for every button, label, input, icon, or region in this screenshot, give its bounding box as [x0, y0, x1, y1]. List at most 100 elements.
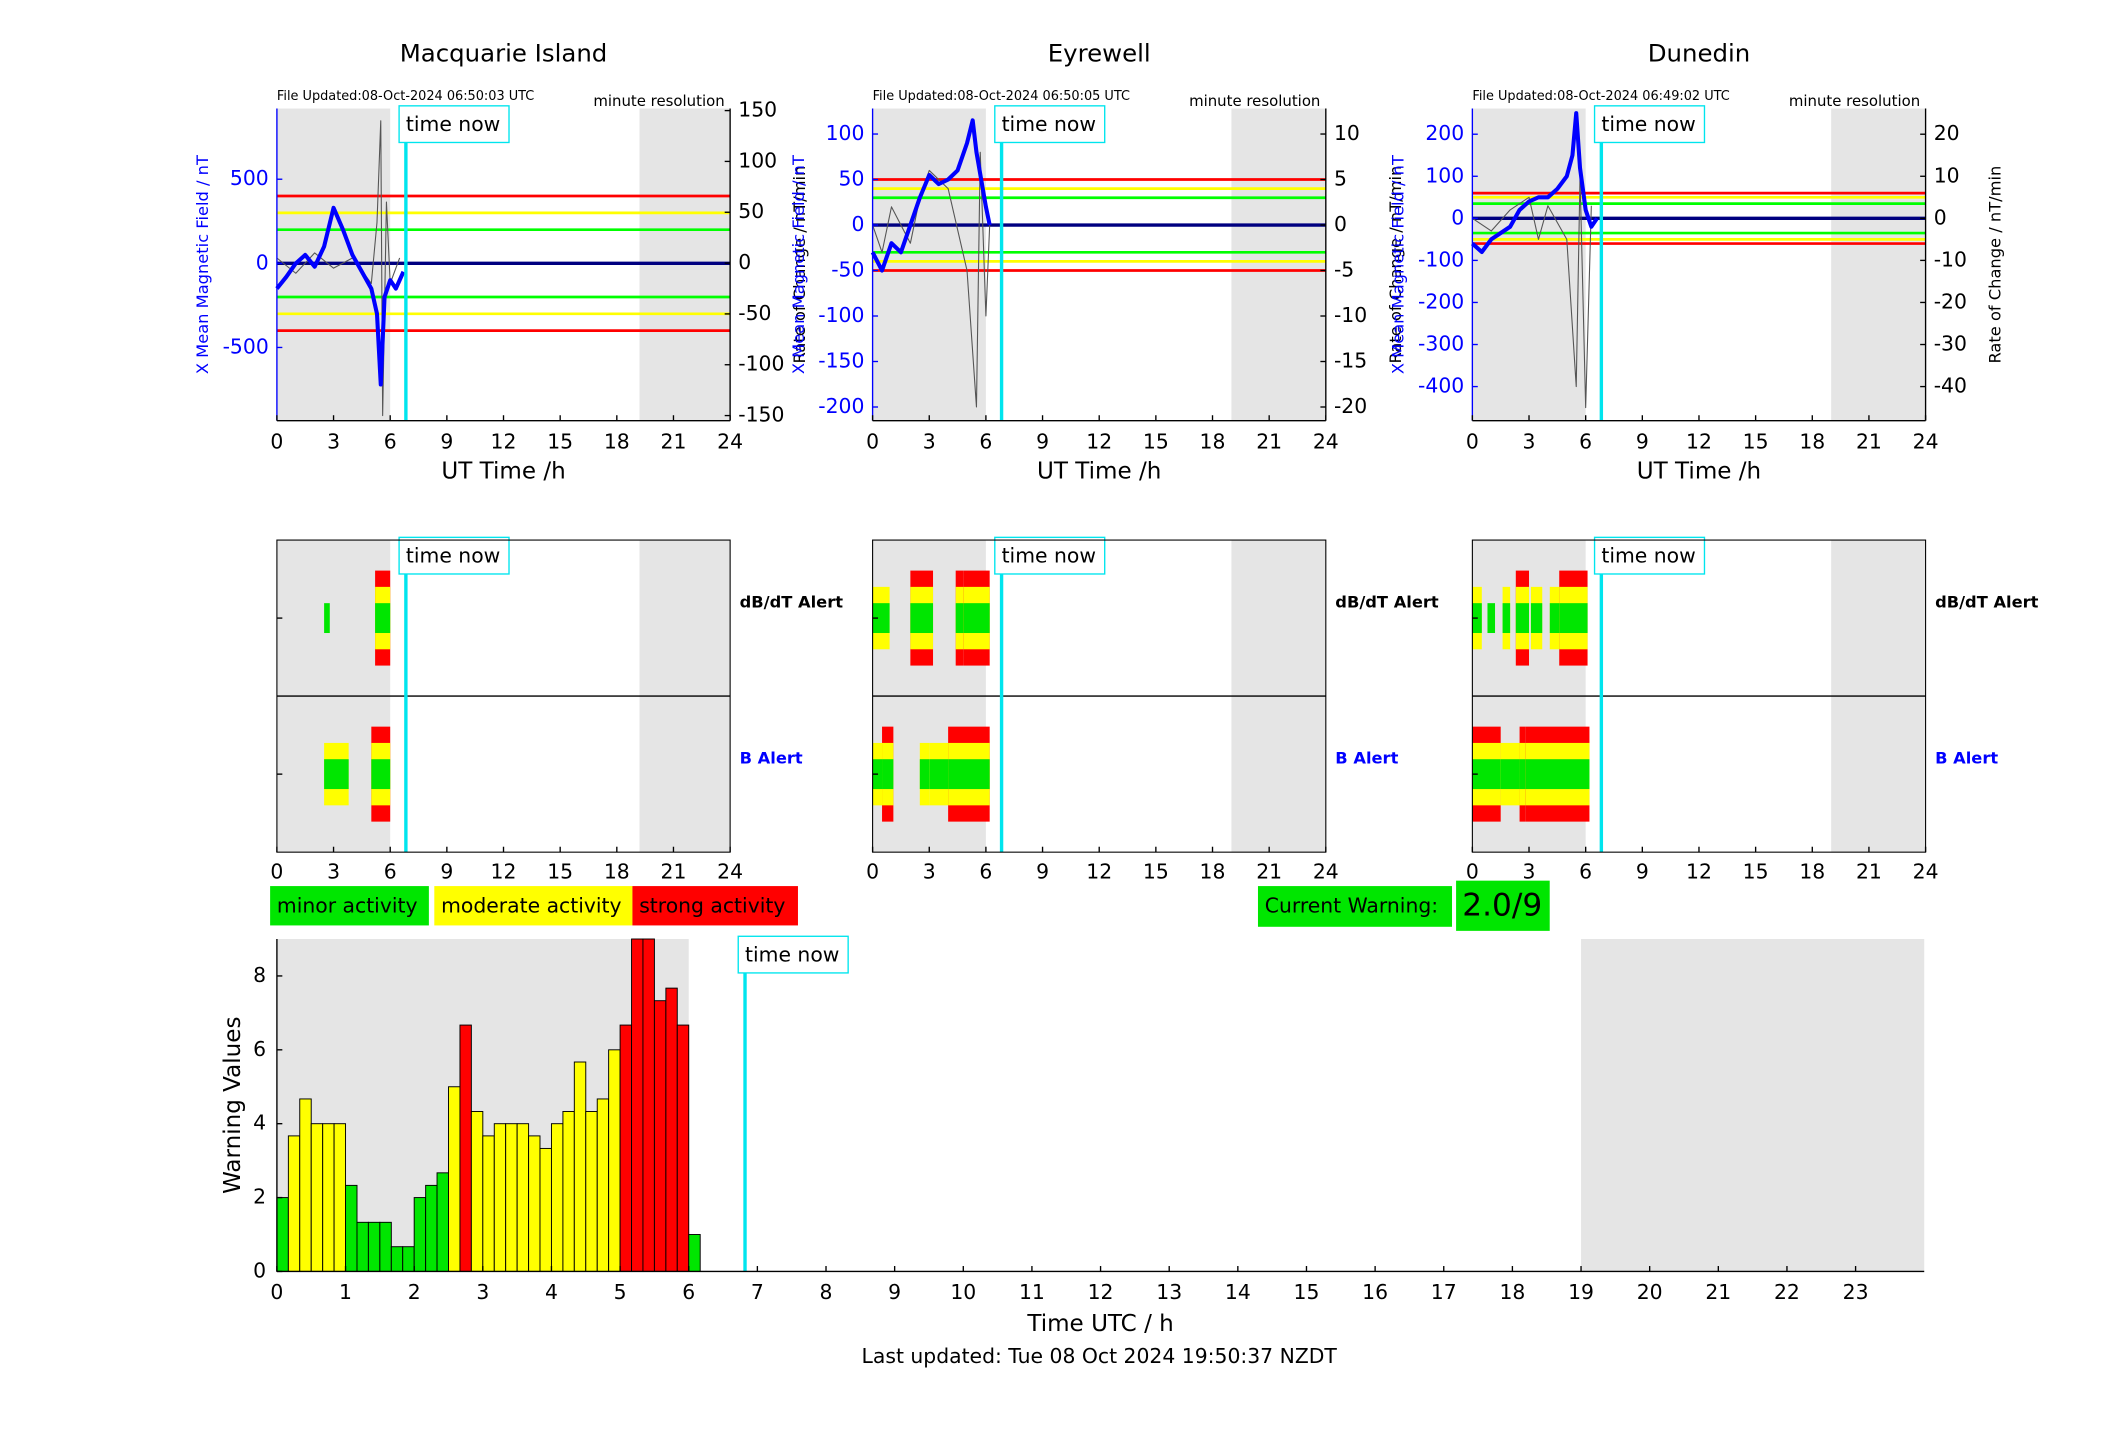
- warning-bar: [642, 938, 655, 1272]
- warning-bar: [470, 1111, 484, 1272]
- alert-block: [1502, 603, 1511, 634]
- y2-axis-label: Rate of Change / nT/min: [790, 166, 809, 364]
- time-now-box: [994, 105, 1106, 144]
- y2-tick-label: -15: [1334, 349, 1367, 373]
- warning-bar: [665, 987, 678, 1272]
- y2-tick-label: -10: [1334, 303, 1367, 327]
- x-tick-label: 24: [717, 860, 743, 884]
- x-tick-label: 15: [1143, 429, 1169, 453]
- warning-bar: [585, 1111, 598, 1272]
- rate-line: [276, 120, 401, 417]
- x-tick-label: 4: [545, 1280, 558, 1304]
- x-tick-label: 15: [547, 429, 573, 453]
- y2-tick-label: -20: [1334, 394, 1367, 418]
- y-tick-label: 100: [1425, 163, 1464, 187]
- y-tick-label: -400: [1418, 374, 1464, 398]
- x-tick-label: 9: [440, 860, 453, 884]
- x-tick-label: 19: [1568, 1280, 1594, 1304]
- x-tick-label: 12: [1086, 860, 1112, 884]
- x-tick-label: 9: [1636, 429, 1649, 453]
- x-tick-label: 16: [1362, 1280, 1388, 1304]
- time-now-label: time now: [1601, 543, 1695, 567]
- y2-tick-label: 10: [1934, 163, 1960, 187]
- y-tick-label: 6: [253, 1037, 266, 1061]
- x-tick-label: 3: [923, 429, 936, 453]
- alert-block: [955, 603, 964, 634]
- alert-block: [919, 759, 930, 790]
- alert-row-label: dB/dT Alert: [1935, 593, 2039, 612]
- x-tick-label: 24: [1313, 860, 1339, 884]
- y-tick-label: -100: [818, 303, 864, 327]
- alert-block: [910, 603, 934, 634]
- y2-tick-label: 5: [1334, 167, 1347, 191]
- x-axis-label: UT Time /h: [441, 459, 565, 485]
- x-tick-label: 0: [1466, 860, 1479, 884]
- y2-tick-label: 150: [738, 98, 777, 122]
- y-tick-label: 0: [256, 250, 269, 274]
- warning-label: Current Warning:: [1265, 893, 1438, 917]
- y-tick-label: 100: [826, 121, 865, 145]
- x-tick-label: 9: [1636, 860, 1649, 884]
- night-shade: [1472, 108, 1586, 421]
- y2-tick-label: 0: [738, 250, 751, 274]
- panel-title: Macquarie Island: [400, 38, 608, 67]
- warning-bar: [550, 1123, 564, 1272]
- alert-block: [929, 759, 949, 790]
- y-tick-label: 8: [253, 963, 266, 987]
- y-tick-label: 500: [230, 166, 269, 190]
- time-now-label: time now: [745, 942, 839, 966]
- y2-axis-label: Rate of Change / nT/min: [1386, 166, 1405, 364]
- y-tick-label: -50: [831, 258, 864, 282]
- field-line: [870, 118, 992, 273]
- warning-value: 2.0/9: [1462, 887, 1542, 923]
- x-tick-label: 21: [1856, 429, 1882, 453]
- x-tick-label: 24: [1313, 429, 1339, 453]
- x-tick-label: 18: [604, 860, 630, 884]
- night-shade: [872, 108, 986, 421]
- warning-box: [1257, 886, 1453, 927]
- x-tick-label: 21: [1256, 860, 1282, 884]
- warning-bar: [516, 1123, 530, 1272]
- x-tick-label: 21: [1256, 429, 1282, 453]
- x-tick-label: 18: [1799, 429, 1825, 453]
- x-tick-label: 21: [1856, 860, 1882, 884]
- field-line: [275, 205, 406, 387]
- resolution: minute resolution: [593, 92, 724, 110]
- y2-tick-label: 50: [738, 199, 764, 223]
- x-tick-label: 23: [1843, 1280, 1869, 1304]
- y2-tick-label: 10: [1334, 121, 1360, 145]
- alert-block: [872, 603, 890, 634]
- warning-bar: [425, 1184, 438, 1272]
- x-tick-label: 12: [1086, 429, 1112, 453]
- field-line: [1471, 111, 1599, 255]
- x-tick-label: 15: [1743, 429, 1769, 453]
- x-tick-label: 17: [1431, 1280, 1457, 1304]
- x-tick-label: 6: [1579, 429, 1592, 453]
- alert-row-label: B Alert: [1935, 749, 1998, 768]
- warning-bar: [596, 1098, 610, 1272]
- time-now-box: [1593, 536, 1706, 575]
- time-now-box: [398, 105, 510, 144]
- x-axis-label: Time UTC / h: [1026, 1311, 1173, 1337]
- y-tick-label: 0: [852, 212, 865, 236]
- x-tick-label: 0: [270, 860, 283, 884]
- x-tick-label: 0: [1466, 429, 1479, 453]
- warning-bar: [276, 1197, 289, 1272]
- x-tick-label: 6: [979, 429, 992, 453]
- warning-bar: [676, 1024, 690, 1272]
- alert-row-label: dB/dT Alert: [1335, 593, 1439, 612]
- panel-title: Eyrewell: [1048, 38, 1151, 67]
- y2-tick-label: 0: [1334, 212, 1347, 236]
- warning-bar: [322, 1123, 335, 1272]
- panel-title: Dunedin: [1648, 38, 1751, 67]
- time-now-box: [994, 536, 1106, 575]
- warning-bar: [448, 1086, 461, 1272]
- x-tick-label: 3: [1523, 429, 1536, 453]
- footer: Last updated: Tue 08 Oct 2024 19:50:37 N…: [862, 1344, 1338, 1368]
- warning-bar: [493, 1123, 507, 1272]
- x-tick-label: 6: [384, 429, 397, 453]
- y-tick-label: -200: [1418, 289, 1464, 313]
- x-tick-label: 18: [1200, 860, 1226, 884]
- time-now-label: time now: [1601, 112, 1695, 136]
- time-now-label: time now: [406, 112, 500, 136]
